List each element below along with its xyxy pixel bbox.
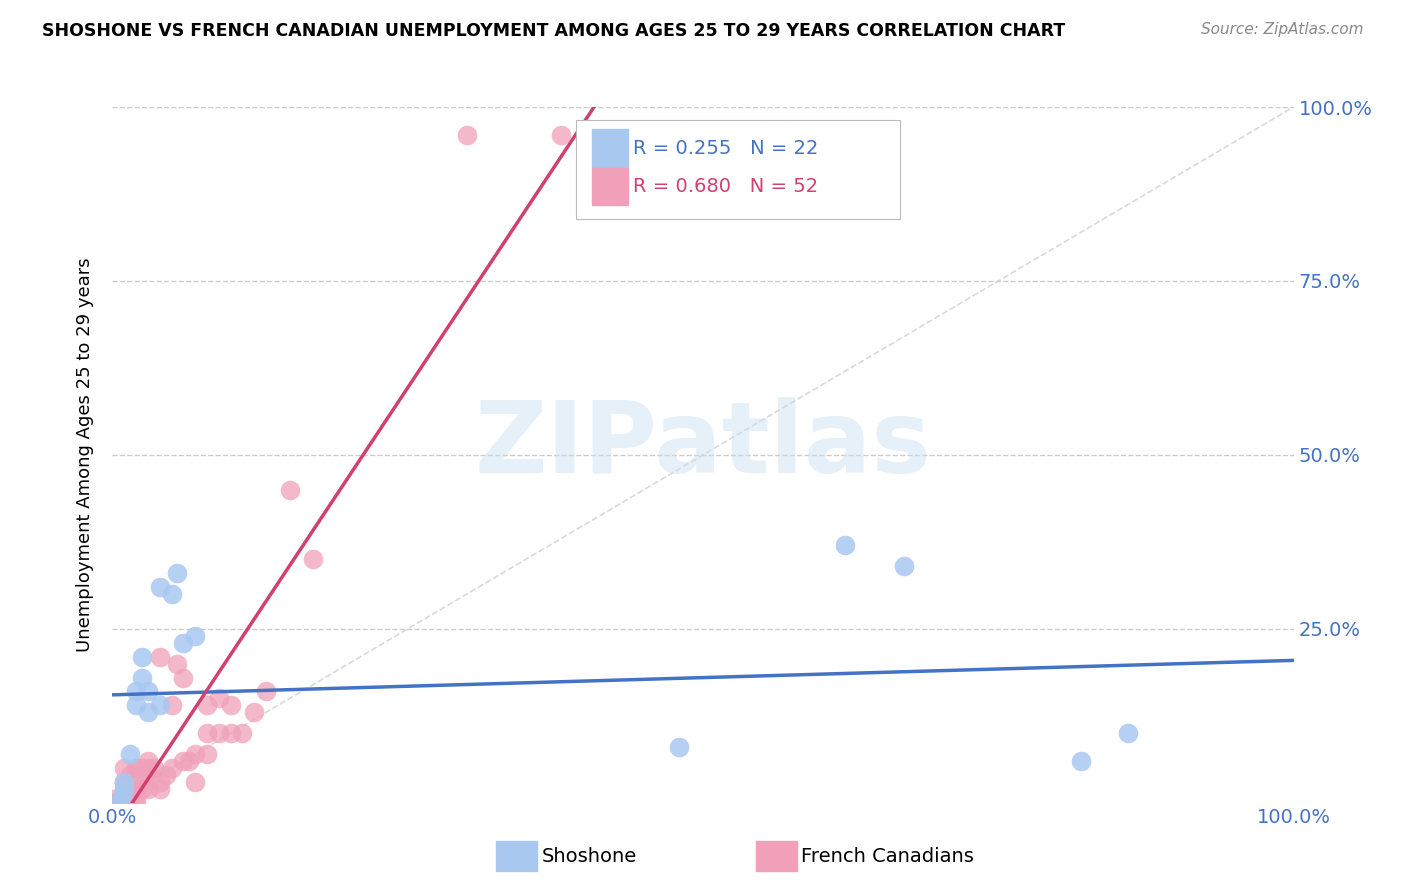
Point: [120, 747, 142, 761]
Point: [107, 796, 129, 810]
Point: [120, 789, 142, 803]
Point: [172, 671, 194, 685]
Point: [125, 796, 148, 810]
Point: [112, 781, 135, 796]
Point: [131, 671, 153, 685]
Point: [125, 781, 148, 796]
Point: [111, 789, 134, 803]
Point: [136, 768, 159, 782]
Text: Shoshone: Shoshone: [541, 847, 637, 866]
Point: [166, 657, 188, 671]
Point: [125, 775, 148, 789]
Point: [136, 684, 159, 698]
Point: [136, 706, 159, 720]
Text: Source: ZipAtlas.com: Source: ZipAtlas.com: [1201, 22, 1364, 37]
Point: [550, 128, 572, 142]
Text: R = 0.255   N = 22: R = 0.255 N = 22: [633, 138, 818, 158]
Point: [231, 726, 253, 740]
Point: [107, 796, 129, 810]
Point: [184, 629, 207, 643]
Point: [112, 789, 135, 803]
Point: [219, 726, 242, 740]
Point: [136, 754, 159, 768]
Point: [302, 552, 325, 566]
Point: [172, 636, 194, 650]
Point: [160, 587, 183, 601]
Point: [668, 740, 690, 755]
Point: [112, 775, 135, 789]
Point: [155, 768, 177, 782]
Point: [219, 698, 242, 713]
Point: [456, 128, 478, 142]
Point: [278, 483, 301, 497]
Point: [125, 761, 148, 775]
Point: [125, 789, 148, 803]
Point: [149, 649, 172, 664]
Point: [1070, 754, 1092, 768]
Point: [136, 761, 159, 775]
Point: [120, 768, 142, 782]
Point: [112, 781, 135, 796]
Point: [195, 747, 218, 761]
Point: [893, 559, 915, 574]
Point: [179, 754, 201, 768]
Point: [208, 691, 231, 706]
Point: [834, 538, 856, 552]
Point: [101, 792, 124, 806]
Point: [149, 698, 172, 713]
Point: [195, 698, 218, 713]
Text: ZIPatlas: ZIPatlas: [475, 398, 931, 494]
Point: [112, 789, 135, 803]
Y-axis label: Unemployment Among Ages 25 to 29 years: Unemployment Among Ages 25 to 29 years: [76, 258, 94, 652]
Point: [160, 761, 183, 775]
Point: [136, 781, 159, 796]
Point: [112, 761, 135, 775]
Point: [125, 781, 148, 796]
Point: [125, 698, 148, 713]
Point: [208, 726, 231, 740]
Point: [112, 796, 135, 810]
Point: [112, 792, 135, 806]
Point: [101, 796, 124, 810]
Text: SHOSHONE VS FRENCH CANADIAN UNEMPLOYMENT AMONG AGES 25 TO 29 YEARS CORRELATION C: SHOSHONE VS FRENCH CANADIAN UNEMPLOYMENT…: [42, 22, 1066, 40]
Point: [195, 726, 218, 740]
Point: [149, 580, 172, 594]
Point: [254, 684, 277, 698]
Point: [184, 747, 207, 761]
Point: [160, 698, 183, 713]
Point: [149, 775, 172, 789]
Text: R = 0.680   N = 52: R = 0.680 N = 52: [633, 177, 818, 196]
Point: [184, 775, 207, 789]
Point: [107, 796, 129, 810]
Point: [172, 754, 194, 768]
Point: [131, 781, 153, 796]
Point: [131, 761, 153, 775]
Point: [149, 781, 172, 796]
Point: [1116, 726, 1139, 740]
Point: [131, 649, 153, 664]
Point: [125, 684, 148, 698]
Point: [166, 566, 188, 581]
Point: [142, 761, 165, 775]
Point: [112, 775, 135, 789]
Text: French Canadians: French Canadians: [801, 847, 974, 866]
Point: [243, 706, 266, 720]
